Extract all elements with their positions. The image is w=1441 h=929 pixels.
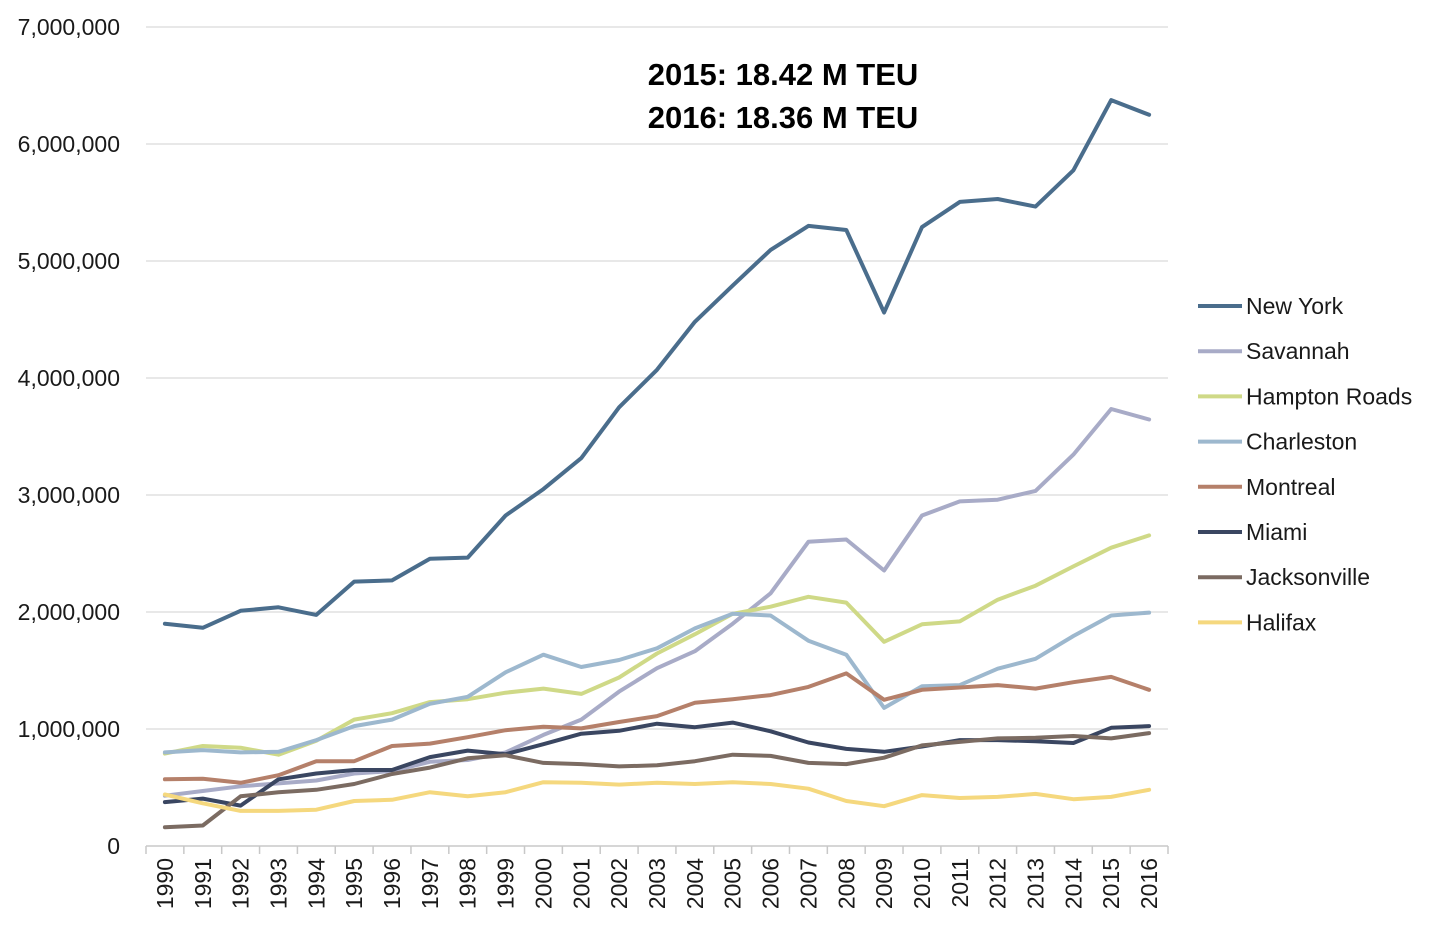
x-tick-label: 1994 bbox=[303, 858, 329, 909]
x-tick-label: 1998 bbox=[455, 858, 481, 909]
y-tick-label: 0 bbox=[107, 833, 120, 859]
x-tick-label: 1995 bbox=[341, 858, 367, 909]
y-tick-label: 6,000,000 bbox=[18, 131, 120, 157]
legend-label-new-york: New York bbox=[1246, 293, 1344, 319]
series-line-charleston bbox=[162, 610, 1152, 755]
series-line-jacksonville bbox=[162, 731, 1152, 830]
x-tick-label: 2002 bbox=[606, 858, 632, 909]
legend-label-charleston: Charleston bbox=[1246, 429, 1357, 455]
y-tick-label: 1,000,000 bbox=[18, 716, 120, 742]
x-tick-label: 2004 bbox=[682, 858, 708, 909]
series-line-savannah bbox=[162, 407, 1152, 798]
annotation-2015: 2015: 18.42 M TEU bbox=[648, 57, 919, 92]
x-tick-label: 2003 bbox=[644, 858, 670, 909]
x-tick-label: 1992 bbox=[228, 858, 254, 909]
annotations: 2015: 18.42 M TEU 2016: 18.36 M TEU bbox=[648, 57, 919, 135]
y-tick-label: 7,000,000 bbox=[18, 14, 120, 40]
x-tick-label: 1999 bbox=[493, 858, 519, 909]
x-tick-label: 2012 bbox=[985, 858, 1011, 909]
x-tick-label: 2008 bbox=[833, 858, 859, 909]
x-tick-label: 2015 bbox=[1098, 858, 1124, 909]
x-tick-label: 2007 bbox=[795, 858, 821, 909]
y-tick-label: 4,000,000 bbox=[18, 365, 120, 391]
legend-label-montreal: Montreal bbox=[1246, 474, 1335, 500]
series-line-halifax bbox=[162, 780, 1152, 813]
x-tick-label: 1993 bbox=[265, 858, 291, 909]
y-tick-label: 5,000,000 bbox=[18, 248, 120, 274]
x-tick-label: 2010 bbox=[909, 858, 935, 909]
x-tick-label: 2006 bbox=[758, 858, 784, 909]
legend: New York Savannah Hampton Roads Charleston M… bbox=[1198, 293, 1412, 635]
legend-label-halifax: Halifax bbox=[1246, 609, 1317, 635]
x-tick-label: 2014 bbox=[1060, 858, 1086, 909]
series-line-new-york bbox=[162, 98, 1152, 630]
series-line-montreal bbox=[162, 671, 1152, 785]
legend-label-savannah: Savannah bbox=[1246, 338, 1350, 364]
series-lines bbox=[162, 98, 1152, 830]
x-tick-label: 2016 bbox=[1136, 858, 1162, 909]
y-axis-tick-labels: 0 1,000,000 2,000,000 3,000,000 4,000,000 5,0… bbox=[18, 14, 120, 859]
x-tick-label: 1991 bbox=[190, 858, 216, 909]
axes bbox=[145, 845, 1169, 854]
x-tick-label: 1996 bbox=[379, 858, 405, 909]
legend-label-jacksonville: Jacksonville bbox=[1246, 564, 1370, 590]
x-tick-label: 2001 bbox=[568, 858, 594, 909]
x-tick-label: 1997 bbox=[417, 858, 443, 909]
y-tick-label: 3,000,000 bbox=[18, 482, 120, 508]
x-tick-label: 1990 bbox=[152, 858, 178, 909]
x-tick-label: 2013 bbox=[1023, 858, 1049, 909]
grid-lines bbox=[146, 26, 1168, 730]
x-tick-label: 2011 bbox=[947, 858, 973, 907]
y-tick-label: 2,000,000 bbox=[18, 599, 120, 625]
x-tick-label: 2005 bbox=[720, 858, 746, 909]
x-tick-label: 2000 bbox=[530, 858, 556, 909]
x-axis-tick-labels: 1990 1991 1992 1993 1994 1995 1996 1997 1998 1999… bbox=[152, 858, 1162, 909]
legend-label-hampton-roads: Hampton Roads bbox=[1246, 383, 1412, 409]
x-tick-label: 2009 bbox=[871, 858, 897, 909]
legend-label-miami: Miami bbox=[1246, 519, 1307, 545]
annotation-2016: 2016: 18.36 M TEU bbox=[648, 100, 919, 135]
